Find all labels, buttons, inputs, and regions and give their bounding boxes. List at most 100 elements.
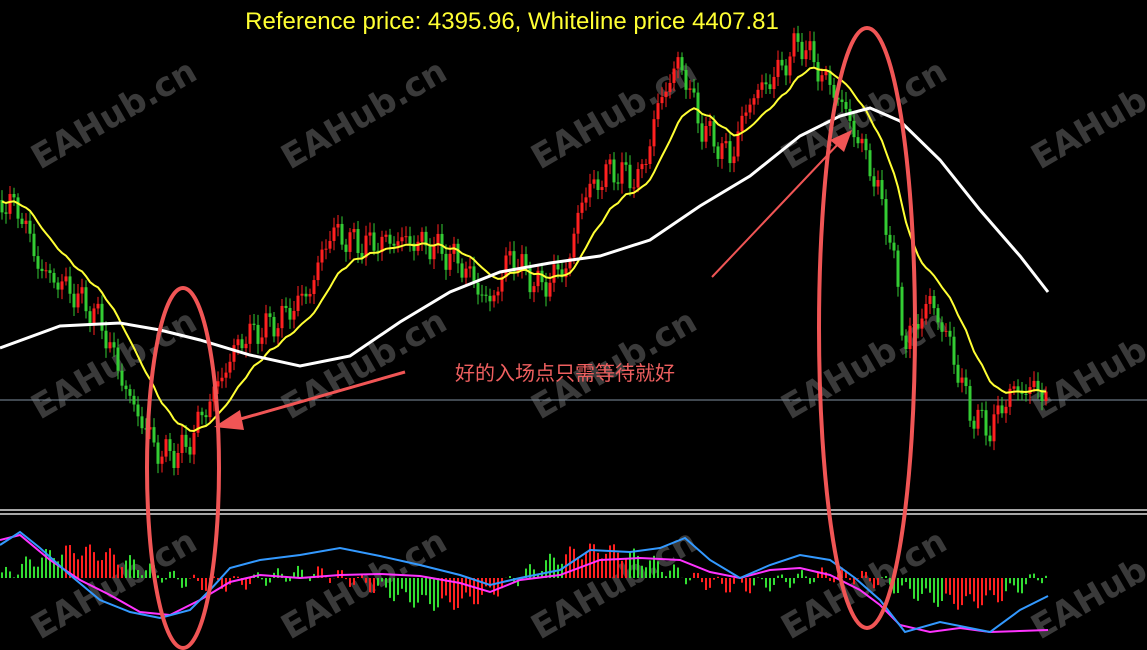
candle-body <box>416 241 420 251</box>
candle-body <box>708 121 712 126</box>
histogram-bar <box>949 578 951 595</box>
histogram-bar <box>49 550 51 578</box>
histogram-bar <box>269 578 271 583</box>
candle-body <box>804 50 808 60</box>
histogram-bar <box>537 574 539 578</box>
candle-body <box>520 254 524 269</box>
histogram-bar <box>925 578 927 589</box>
candle-body <box>592 179 596 184</box>
histogram-bar <box>481 578 483 595</box>
candle-body <box>672 68 676 83</box>
candle-body <box>968 386 972 421</box>
histogram-bar <box>221 578 223 589</box>
candle-body <box>876 180 880 187</box>
candle-body <box>368 232 372 236</box>
candle-body <box>492 295 496 302</box>
histogram-bar <box>937 578 939 607</box>
candle-body <box>952 336 956 365</box>
candle-body <box>360 253 364 258</box>
histogram-bar <box>353 578 355 585</box>
candle-body <box>112 342 116 348</box>
candle-body <box>160 456 164 464</box>
candle-body <box>524 254 528 268</box>
candle-body <box>284 305 288 308</box>
candle-body <box>432 245 436 260</box>
histogram-bar <box>961 578 963 606</box>
candle-body <box>656 103 660 120</box>
histogram-bar <box>173 570 175 578</box>
candle-body <box>824 70 828 76</box>
histogram-bar <box>865 571 867 578</box>
candle-body <box>260 337 264 344</box>
candle-body <box>608 159 612 165</box>
histogram-bar <box>845 570 847 578</box>
histogram-bar <box>989 578 991 591</box>
histogram-bar <box>793 578 795 584</box>
histogram-bar <box>881 577 883 578</box>
histogram-bar <box>337 570 339 578</box>
histogram-bar <box>361 574 363 578</box>
histogram-bar <box>377 578 379 586</box>
candle-body <box>268 313 272 317</box>
histogram-bar <box>17 574 19 578</box>
candle-body <box>396 241 400 246</box>
candle-body <box>444 253 448 270</box>
candle-body <box>588 183 592 198</box>
candle-body <box>424 231 428 246</box>
candle-body <box>988 435 992 442</box>
arrow <box>229 370 406 424</box>
histogram-bar <box>861 570 863 578</box>
candle-body <box>1044 391 1048 402</box>
candle-body <box>292 310 296 320</box>
histogram-bar <box>525 568 527 578</box>
histogram-bar <box>233 576 235 578</box>
candle-body <box>600 187 604 190</box>
histogram-bar <box>41 557 43 578</box>
histogram-bar <box>425 578 427 596</box>
histogram-bar <box>401 578 403 589</box>
candle-body <box>904 335 908 349</box>
candle-body <box>864 138 868 151</box>
candle-body <box>628 164 632 189</box>
candle-body <box>1016 386 1020 391</box>
candle-body <box>64 276 68 282</box>
candle-body <box>180 434 184 453</box>
histogram-bar <box>813 578 815 583</box>
histogram-bar <box>1005 578 1007 592</box>
histogram-bar <box>661 571 663 578</box>
histogram-bar <box>613 544 615 578</box>
candle-body <box>500 277 504 292</box>
candle-body <box>168 439 172 452</box>
histogram-bar <box>413 578 415 608</box>
histogram-bar <box>441 578 443 599</box>
candle-body <box>232 345 236 362</box>
candle-body <box>56 282 60 290</box>
candle-body <box>776 59 780 77</box>
candle-body <box>632 187 636 189</box>
histogram-bar <box>205 578 207 591</box>
histogram-bar <box>397 578 399 595</box>
histogram-bar <box>469 578 471 597</box>
candle-body <box>288 307 292 320</box>
histogram-bar <box>749 578 751 594</box>
candle-body <box>156 442 160 464</box>
histogram-bar <box>57 561 59 578</box>
candle-body <box>312 280 316 294</box>
candle-body <box>684 70 688 90</box>
candle-body <box>548 282 552 297</box>
histogram-bar <box>741 578 743 583</box>
histogram-bar <box>1009 578 1011 584</box>
histogram-bar <box>981 578 983 606</box>
histogram-bar <box>33 566 35 578</box>
histogram-bar <box>773 578 775 585</box>
candle-body <box>884 199 888 235</box>
histogram-bar <box>81 555 83 578</box>
candle-body <box>796 33 800 42</box>
candle-body <box>552 264 556 283</box>
histogram-bar <box>453 578 455 610</box>
candle-body <box>480 294 484 296</box>
candle-body <box>420 231 424 242</box>
candle-body <box>744 112 748 116</box>
histogram-bar <box>217 578 219 580</box>
